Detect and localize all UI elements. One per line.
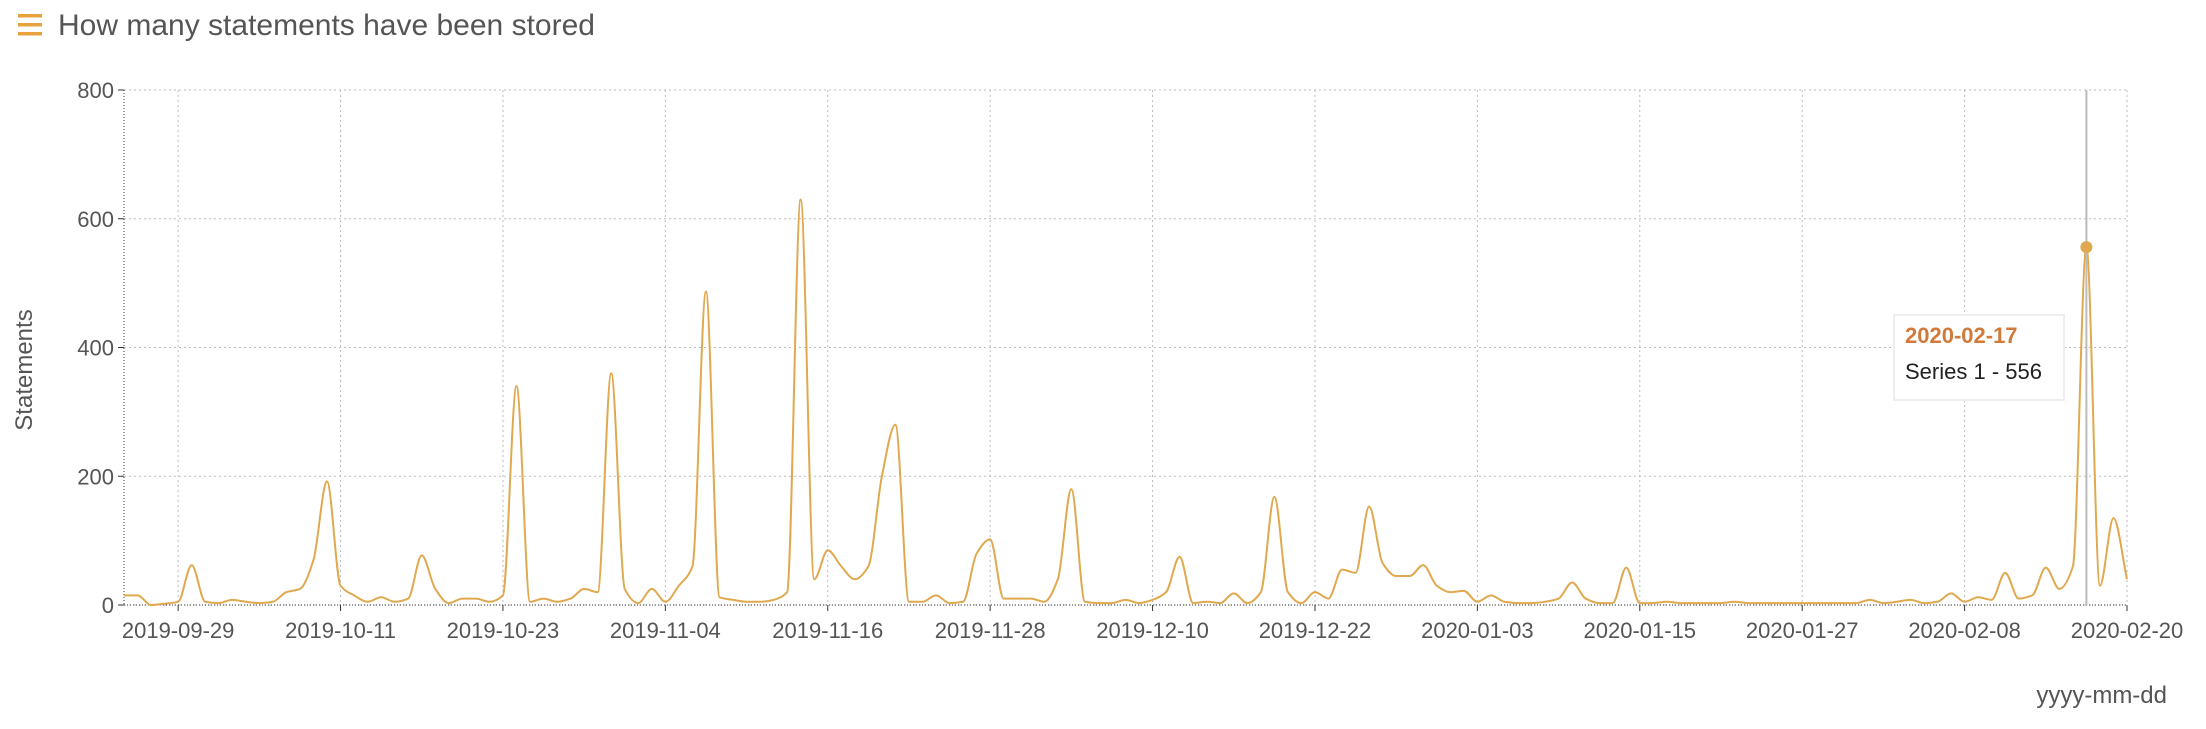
tooltip-box — [1893, 314, 2065, 401]
hover-point — [2080, 241, 2093, 254]
plot — [124, 90, 2128, 607]
menu-bar — [18, 23, 42, 27]
x-axis-label: yyyy-mm-dd — [2036, 682, 2167, 709]
menu-icon[interactable] — [18, 14, 42, 36]
x-tick-label: 2019-11-04 — [610, 618, 721, 643]
x-tick-label: 2019-12-22 — [1259, 618, 1372, 643]
x-tick-label: 2020-01-15 — [1584, 618, 1697, 643]
y-tick-label: 200 — [77, 464, 114, 489]
x-tick-label: 2019-12-10 — [1096, 618, 1209, 643]
menu-bar — [18, 32, 42, 36]
tooltip-date: 2020-02-17 — [1905, 323, 2018, 348]
y-tick-label: 400 — [77, 336, 114, 361]
tooltip-text: Series 1 - 556 — [1905, 359, 2042, 384]
y-tick-label: 0 — [102, 593, 114, 618]
y-axis-label: Statements — [11, 309, 38, 430]
y-tick-label: 600 — [77, 207, 114, 232]
tooltip: 2020-02-17 Series 1 - 556 — [1893, 314, 2065, 401]
y-tick-label: 800 — [77, 78, 114, 103]
chart-title: How many statements have been stored — [58, 9, 595, 42]
x-tick-label: 2020-02-08 — [1908, 618, 2021, 643]
x-tick-label: 2019-11-16 — [772, 618, 883, 643]
series-line — [124, 198, 2128, 607]
x-tick-label: 2019-09-29 — [122, 618, 235, 643]
x-tick-label: 2020-01-03 — [1421, 618, 1534, 643]
x-tick-label: 2020-02-20 — [2071, 618, 2184, 643]
x-tick-label: 2019-10-11 — [285, 618, 396, 643]
x-tick-label: 2019-10-23 — [447, 618, 560, 643]
menu-bar — [18, 14, 42, 18]
grid: 0 200 400 600 800 2019-09-29 2019-10-11 2019-10… — [77, 78, 2183, 643]
x-tick-label: 2019-11-28 — [935, 618, 1046, 643]
x-tick-label: 2020-01-27 — [1746, 618, 1859, 643]
